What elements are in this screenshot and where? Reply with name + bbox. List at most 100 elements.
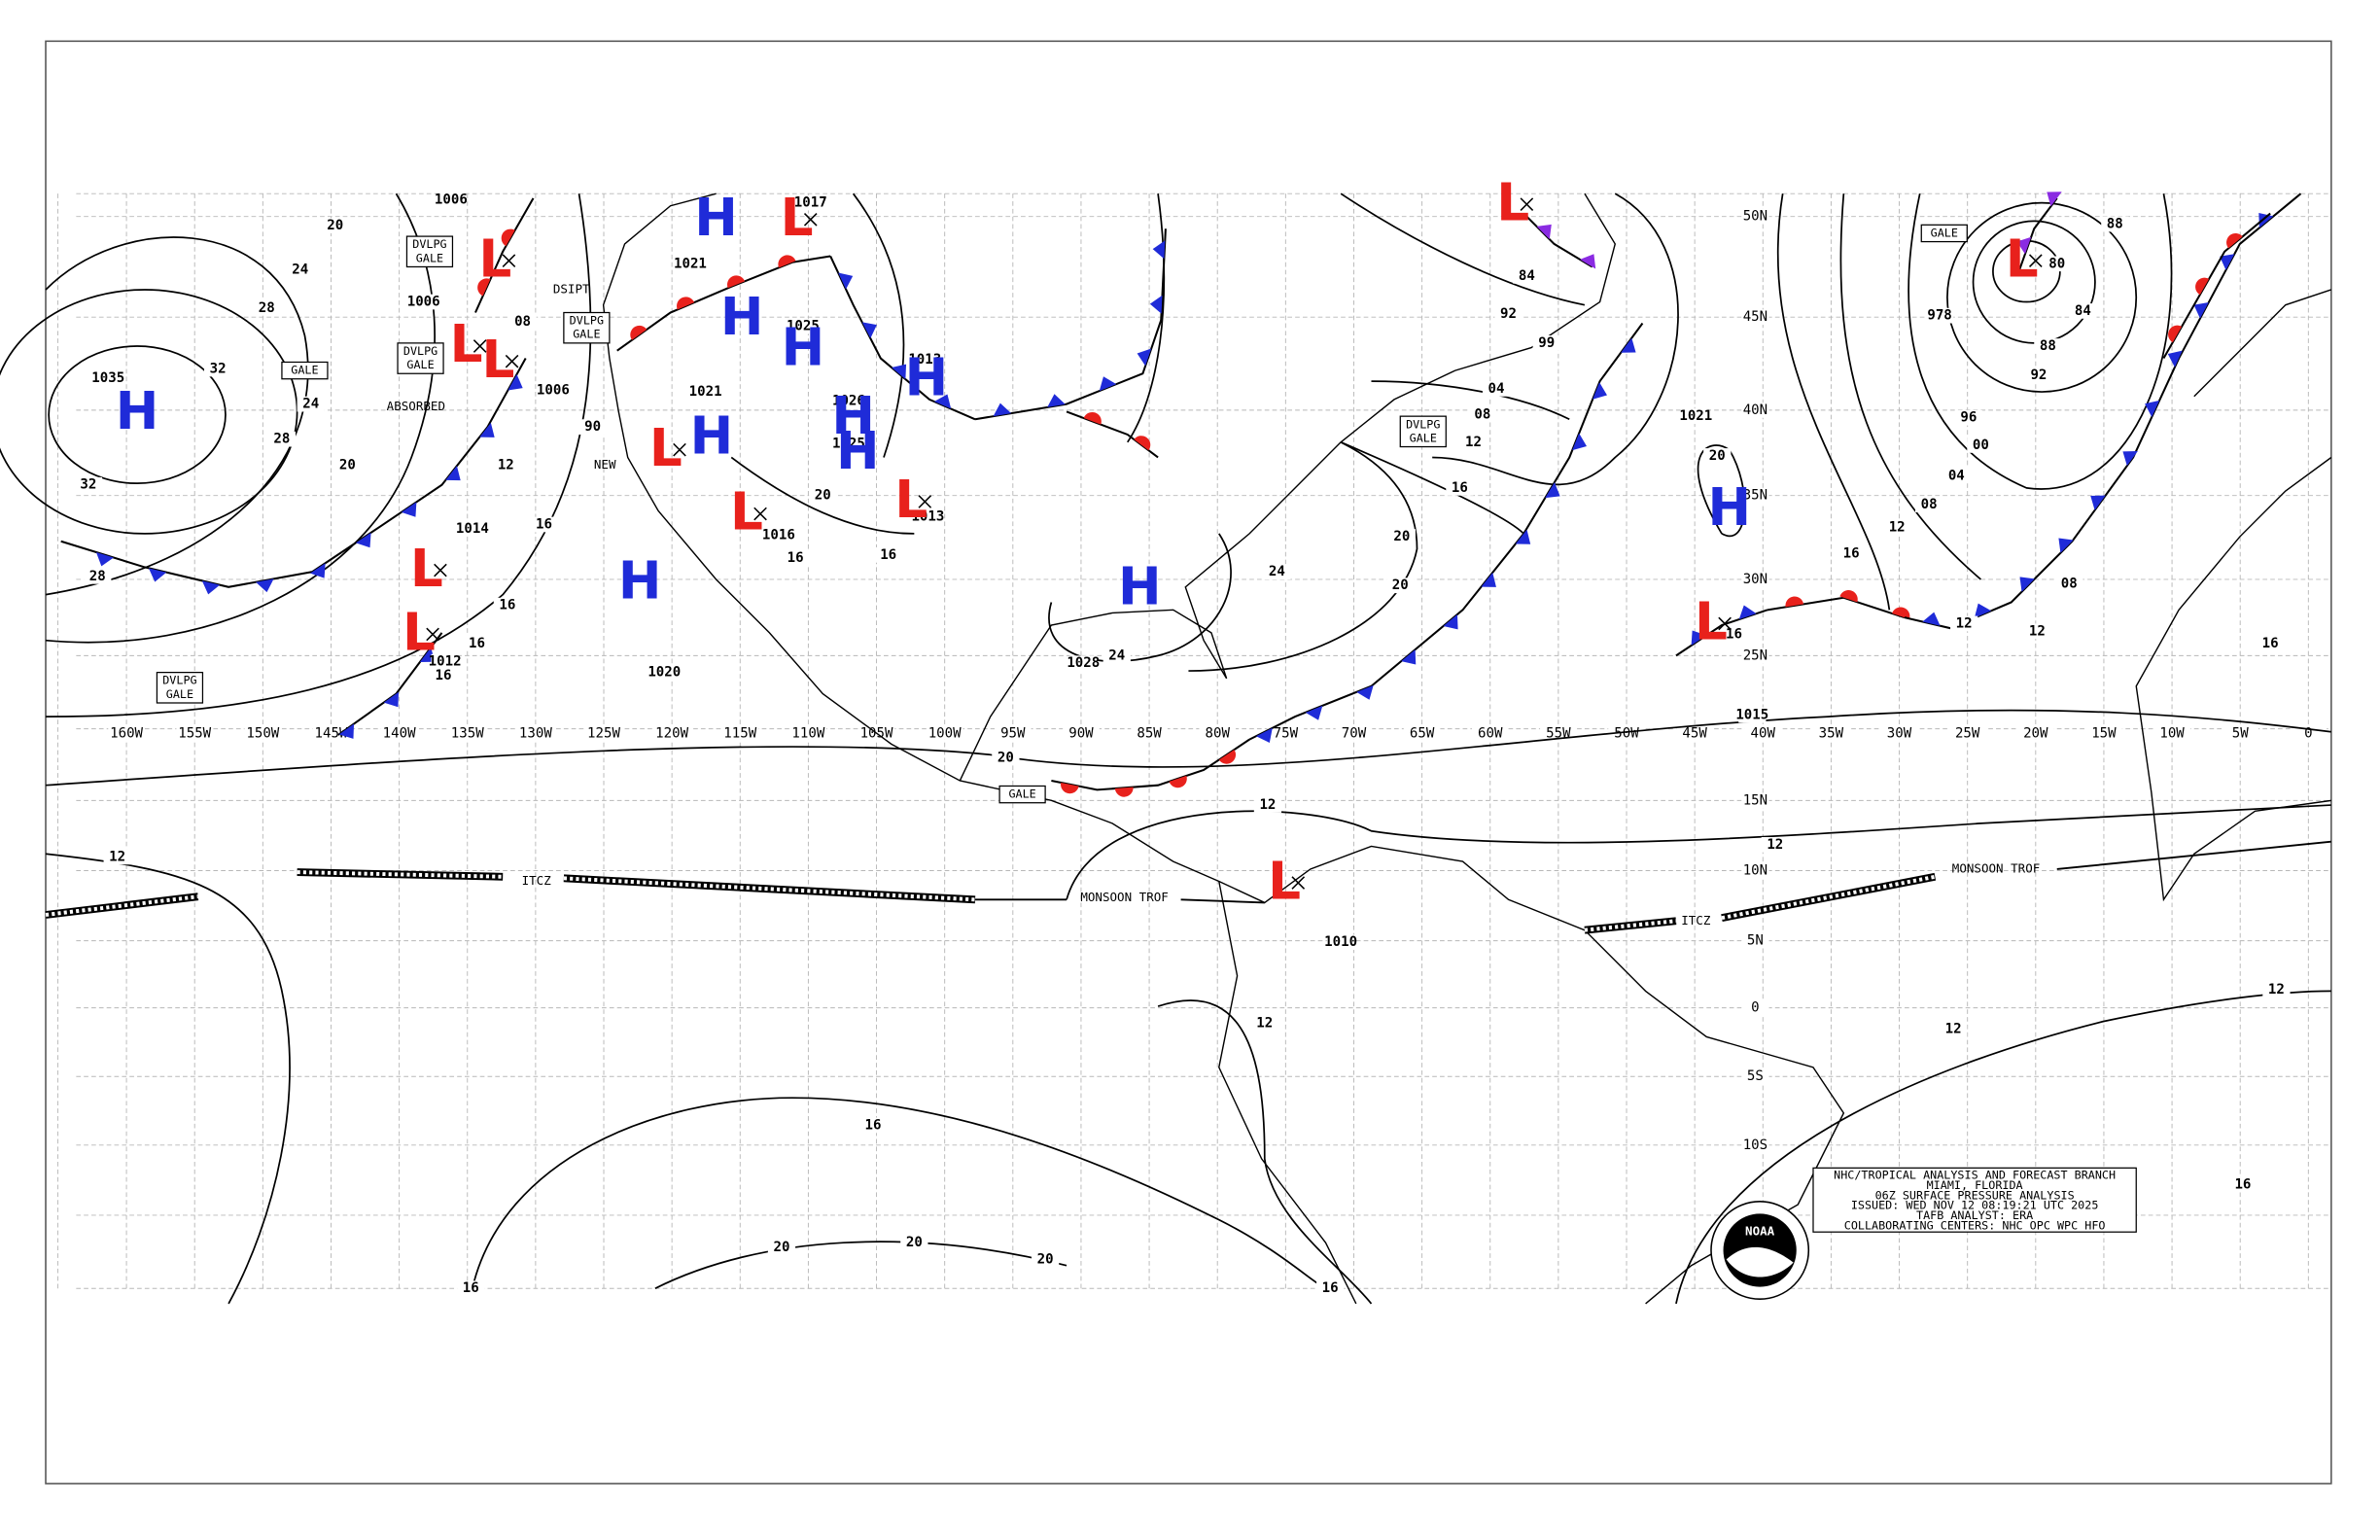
front bbox=[1051, 738, 1250, 791]
cold-front-symbol bbox=[1137, 348, 1152, 367]
lon-label: 115W bbox=[723, 725, 756, 741]
lon-label-bg bbox=[1540, 723, 1577, 740]
isobar-label: 92 bbox=[2030, 368, 2047, 383]
isobar-label-bg bbox=[1386, 578, 1415, 594]
isobar-label-bg bbox=[431, 653, 459, 670]
lon-label: 65W bbox=[1410, 725, 1435, 741]
isobar-label: 1017 bbox=[794, 195, 827, 211]
annotation: MONSOON TROF bbox=[1080, 890, 1169, 904]
graticule: 160W 155W 150W 145W 140W 135W 130W 125W 120W 115W… bbox=[57, 192, 2331, 1289]
warm-front-symbol bbox=[1061, 782, 1079, 794]
isobar-label-bg bbox=[1838, 545, 1866, 562]
isobar-label-bg bbox=[1925, 307, 1954, 324]
lon-label: 50W bbox=[1614, 725, 1639, 741]
isobar-label-bg bbox=[297, 396, 325, 412]
isobar-label: 1013 bbox=[908, 352, 941, 368]
info-line: TAFB ANALYST: ERA bbox=[1916, 1208, 2033, 1222]
isobar-label: 32 bbox=[80, 477, 96, 493]
lon-label-bg bbox=[1880, 723, 1918, 740]
lat-label: 45N bbox=[1743, 309, 1768, 325]
center-mark bbox=[426, 627, 439, 642]
lat-label-bg bbox=[1741, 309, 1769, 326]
front bbox=[1066, 410, 1159, 459]
isobar-label: 84 bbox=[1519, 268, 1535, 284]
lat-label: 40N bbox=[1743, 402, 1768, 418]
logo-text: NOAA bbox=[1745, 1224, 1775, 1239]
center-mark bbox=[505, 354, 519, 368]
isobar-label: 16 bbox=[1726, 626, 1742, 642]
lon-label-bg bbox=[244, 723, 282, 740]
lon-label: 60W bbox=[1478, 725, 1503, 741]
cold-front-symbol bbox=[419, 647, 436, 662]
info-line: ISSUED: WED NOV 12 08:19:21 UTC 2025 bbox=[1851, 1199, 2099, 1212]
isobar-label-bg bbox=[333, 457, 362, 473]
cold-front-symbol bbox=[1691, 630, 1707, 646]
isobar-label-bg bbox=[1942, 468, 1971, 484]
lon-label-bg bbox=[108, 723, 145, 740]
pressure-center: H bbox=[720, 287, 764, 347]
front bbox=[1248, 322, 1644, 741]
isobar-label-bg bbox=[1482, 381, 1511, 397]
isobar-label: 12 bbox=[1767, 837, 1783, 853]
boxed-label: DVLPG bbox=[403, 344, 438, 358]
center-mark bbox=[1718, 616, 1732, 631]
center-mark bbox=[434, 563, 447, 578]
lon-label-bg bbox=[448, 723, 486, 740]
isobar-label: 1006 bbox=[435, 192, 468, 207]
isobar-label: 1010 bbox=[1324, 934, 1357, 950]
isobar-label-bg bbox=[764, 527, 792, 543]
isobar-label: 16 bbox=[436, 668, 452, 683]
warm-front-symbol bbox=[2226, 232, 2243, 249]
cold-front-symbol bbox=[1580, 254, 1596, 269]
isobar-label: 1021 bbox=[674, 256, 707, 271]
isobar-label-bg bbox=[1250, 1015, 1278, 1032]
lat-label: 10S bbox=[1743, 1138, 1768, 1153]
cold-front-symbol bbox=[1974, 603, 1992, 618]
boxed-label-frame bbox=[1399, 415, 1447, 448]
warm-front-symbol bbox=[630, 325, 648, 340]
center-mark bbox=[1291, 876, 1306, 890]
info-line: MIAMI, FLORIDA bbox=[1927, 1178, 2023, 1192]
itcz-band bbox=[297, 870, 976, 902]
isobar-label-bg bbox=[1883, 519, 1911, 536]
lon-label-bg bbox=[380, 723, 418, 740]
isobar bbox=[1371, 380, 1570, 421]
info-line: COLLABORATING CENTERS: NHC OPC WPC HFO bbox=[1844, 1218, 2106, 1232]
cold-front-symbol bbox=[148, 568, 167, 582]
isobar-label-bg bbox=[911, 352, 939, 368]
isobar-label: 08 bbox=[2061, 577, 2078, 592]
isobar-label: 20 bbox=[1709, 448, 1726, 464]
cold-front-symbol bbox=[2047, 192, 2062, 207]
lat-label-bg bbox=[1741, 1137, 1769, 1153]
isobar-label-bg bbox=[1532, 335, 1560, 351]
isobar-label: 20 bbox=[773, 1240, 789, 1255]
isobars bbox=[0, 192, 2331, 1305]
lat-label: 10N bbox=[1743, 863, 1768, 879]
lon-label: 80W bbox=[1205, 725, 1230, 741]
isobar-label-bg bbox=[74, 476, 103, 493]
cold-front-symbol bbox=[2122, 450, 2138, 467]
isobar-label-bg bbox=[796, 194, 824, 211]
lon-label: 100W bbox=[928, 725, 962, 741]
lat-label: 35N bbox=[1743, 488, 1768, 504]
lon-label: 160W bbox=[110, 725, 143, 741]
isobar-label: 1006 bbox=[537, 382, 570, 398]
lat-label: 5N bbox=[1747, 933, 1764, 949]
lat-label-bg bbox=[1741, 792, 1769, 809]
lon-label-bg bbox=[1948, 723, 1986, 740]
lon-label: 20W bbox=[2023, 725, 2048, 741]
isobar-label-bg bbox=[429, 667, 458, 683]
isobar-label-bg bbox=[914, 508, 942, 525]
isobar-label-bg bbox=[1967, 438, 1995, 453]
isobar-label: 04 bbox=[1948, 468, 1965, 483]
isobar-label: 28 bbox=[89, 569, 106, 584]
isobar-label-bg bbox=[1940, 1021, 1968, 1037]
isobar-label: 12 bbox=[1945, 1022, 1962, 1037]
lon-label-bg bbox=[585, 723, 622, 740]
cold-front-symbol bbox=[838, 272, 854, 290]
coastline bbox=[1218, 881, 1357, 1305]
boxed-label: DVLPG bbox=[162, 674, 196, 687]
boxed-label-frame bbox=[1920, 224, 1968, 243]
lon-label: 155W bbox=[178, 725, 211, 741]
warm-front-symbol bbox=[1892, 607, 1910, 619]
